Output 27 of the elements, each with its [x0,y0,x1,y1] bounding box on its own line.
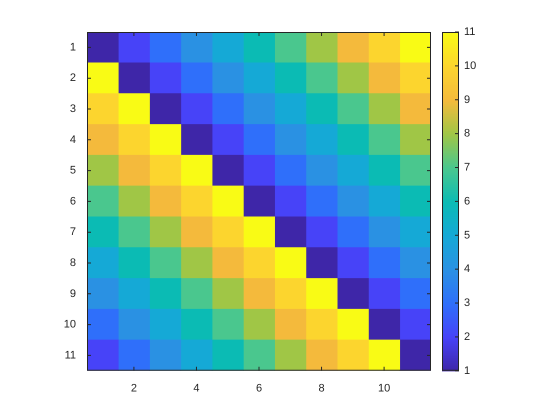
y-tick-label: 11 [64,349,76,362]
x-tick-label: 4 [193,382,200,394]
y-tick-label: 5 [70,164,76,177]
y-tick-label: 4 [70,134,76,146]
y-tick-label: 7 [70,226,76,238]
y-tick-label: 2 [70,72,76,84]
x-tick-label: 6 [256,382,262,394]
color-bar-label: 3 [464,297,470,310]
y-tick-label: 9 [70,288,76,300]
y-tick-label: 8 [70,257,76,270]
x-tick-label: 8 [318,382,325,394]
color-bar-label: 10 [464,60,476,72]
color-bar-label: 4 [464,263,470,276]
color-bar-label: 8 [464,128,470,140]
x-tick-label: 10 [378,382,390,394]
color-bar-label: 7 [464,162,470,174]
y-tick-label: 1 [70,41,76,54]
x-tick-label: 2 [130,382,137,394]
color-bar-label: 2 [464,330,470,343]
y-tick-label: 6 [70,195,76,208]
y-tick-label: 10 [64,318,76,331]
color-bar-label: 1 [464,364,470,377]
color-bar-label: 11 [464,26,476,38]
y-tick-label: 3 [70,103,76,116]
color-bar-label: 9 [464,94,470,106]
color-bar-label: 6 [464,195,470,208]
color-bar-label: 5 [464,229,470,242]
